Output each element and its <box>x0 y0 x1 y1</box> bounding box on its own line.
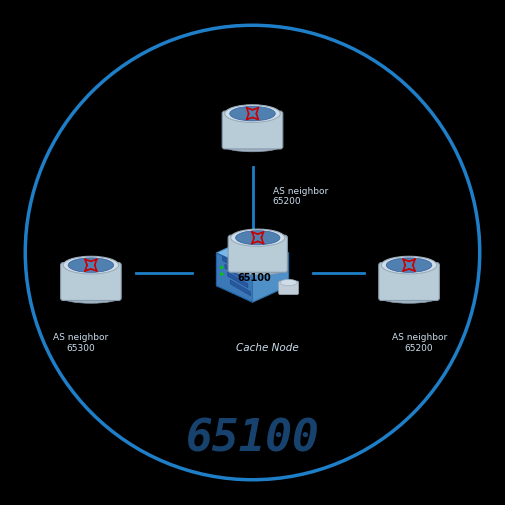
Polygon shape <box>230 280 250 295</box>
Polygon shape <box>222 256 243 272</box>
Ellipse shape <box>381 256 437 274</box>
FancyBboxPatch shape <box>279 281 298 294</box>
Polygon shape <box>228 272 248 288</box>
Ellipse shape <box>68 258 114 272</box>
Text: Cache Node: Cache Node <box>236 343 299 354</box>
Text: AS neighbor
65300: AS neighbor 65300 <box>53 333 109 352</box>
Ellipse shape <box>280 279 297 286</box>
Ellipse shape <box>235 231 280 245</box>
Ellipse shape <box>63 292 119 303</box>
Ellipse shape <box>225 141 280 152</box>
Text: 65100: 65100 <box>237 273 271 283</box>
Circle shape <box>220 272 223 276</box>
Text: 65100: 65100 <box>186 418 319 461</box>
Ellipse shape <box>231 229 285 246</box>
Ellipse shape <box>386 258 432 272</box>
Polygon shape <box>216 253 252 302</box>
Ellipse shape <box>225 105 280 122</box>
Circle shape <box>220 266 223 269</box>
Polygon shape <box>225 264 245 280</box>
Text: AS neighbor
65200: AS neighbor 65200 <box>391 333 447 352</box>
FancyBboxPatch shape <box>222 111 283 149</box>
Polygon shape <box>252 253 289 302</box>
Ellipse shape <box>230 107 275 121</box>
Ellipse shape <box>231 265 285 275</box>
FancyBboxPatch shape <box>61 263 121 300</box>
Ellipse shape <box>63 256 119 274</box>
Polygon shape <box>216 236 289 270</box>
FancyBboxPatch shape <box>379 263 439 300</box>
Text: AS neighbor
65200: AS neighbor 65200 <box>273 187 328 206</box>
Ellipse shape <box>381 292 437 303</box>
FancyBboxPatch shape <box>228 235 287 272</box>
